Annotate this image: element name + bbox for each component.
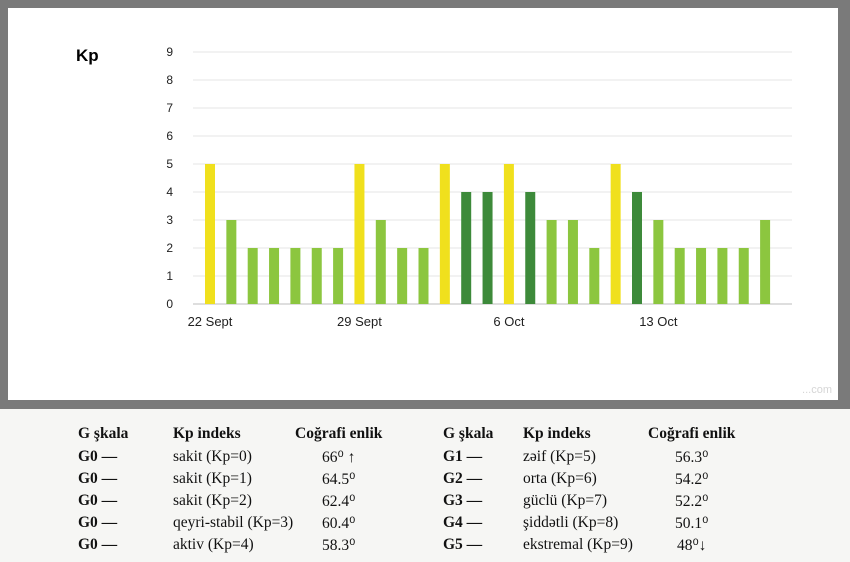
kp-description: zəif (Kp=5) [523, 448, 596, 465]
y-tick-label: 6 [166, 129, 173, 143]
legend-row: G4 — şiddətli (Kp=8) 50.1⁰ [443, 512, 735, 534]
bar [674, 248, 685, 304]
bar [482, 192, 493, 304]
y-tick-label: 4 [166, 185, 173, 199]
x-tick-label: 22 Sept [188, 314, 233, 329]
bar [418, 248, 429, 304]
bar [226, 220, 237, 304]
legend-header-row: G şkala Kp indeks Coğrafi enlik [78, 423, 382, 446]
bar [205, 164, 215, 304]
bar [653, 220, 664, 304]
y-tick-label: 8 [166, 73, 173, 87]
header-g-scale: G şkala [78, 425, 129, 442]
latitude-value: 62.4⁰ [322, 492, 356, 510]
latitude-value: 56.3⁰ [675, 448, 709, 466]
kp-description: aktiv (Kp=4) [173, 536, 254, 553]
g-level: G0 — [78, 514, 118, 531]
g-level: G0 — [78, 492, 118, 509]
legend-row: G5 — ekstremal (Kp=9) 48⁰↓ [443, 534, 735, 556]
x-tick-label: 6 Oct [493, 314, 524, 329]
x-tick-label: 13 Oct [639, 314, 678, 329]
bar [632, 192, 642, 304]
bar [461, 192, 472, 304]
kp-bar-chart: 0 1 2 3 4 5 6 7 8 9 22 Sept 29 Sept 6 Oct 13 Oct [166, 45, 792, 329]
kp-description: orta (Kp=6) [523, 470, 597, 487]
kp-description: şiddətli (Kp=8) [523, 514, 619, 531]
kp-description: güclü (Kp=7) [523, 492, 608, 509]
latitude-value: 48⁰↓ [676, 536, 707, 554]
bar [311, 248, 322, 304]
g-level: G0 — [78, 448, 118, 465]
header-kp-index: Kp indeks [173, 425, 241, 442]
legend-table-left: G şkala Kp indeks Coğrafi enlik G0 — saki… [78, 423, 382, 556]
bar [525, 192, 536, 304]
latitude-value: 54.2⁰ [675, 470, 709, 488]
kp-description: ekstremal (Kp=9) [523, 536, 633, 553]
g-level: G3 — [443, 492, 483, 509]
legend-table-right: G şkala Kp indeks Coğrafi enlik G1 — zəif… [443, 423, 735, 556]
latitude-value: 58.3⁰ [322, 536, 356, 554]
g-level: G0 — [78, 470, 118, 487]
bar [567, 220, 578, 304]
g-scale-legend: G şkala Kp indeks Coğrafi enlik G0 — saki… [0, 409, 850, 562]
header-kp-index: Kp indeks [523, 425, 591, 442]
kp-description: sakit (Kp=0) [173, 448, 252, 465]
chart-panel: 0 1 2 3 4 5 6 7 8 9 22 Sept 29 Sept 6 Oct 13 Oct Kp .… [8, 8, 838, 400]
watermark: ...com [802, 384, 832, 396]
legend-row: G0 — qeyri-stabil (Kp=3) 60.4⁰ [78, 512, 382, 534]
bar [269, 248, 280, 304]
header-latitude: Coğrafi enlik [648, 425, 736, 442]
bar [375, 220, 386, 304]
bar [439, 164, 450, 304]
latitude-value: 60.4⁰ [322, 514, 356, 532]
y-tick-label: 2 [166, 241, 173, 255]
y-tick-label: 9 [166, 45, 173, 59]
kp-description: sakit (Kp=1) [173, 470, 252, 487]
g-level: G5 — [443, 536, 483, 553]
y-tick-label: 5 [166, 157, 173, 171]
bar [717, 248, 728, 304]
bar [589, 248, 600, 304]
bar [397, 248, 408, 304]
header-latitude: Coğrafi enlik [295, 425, 383, 442]
latitude-value: 64.5⁰ [322, 470, 356, 488]
kp-description: qeyri-stabil (Kp=3) [173, 514, 294, 531]
x-tick-label: 29 Sept [337, 314, 382, 329]
bar [333, 248, 344, 304]
legend-row: G0 — aktiv (Kp=4) 58.3⁰ [78, 534, 382, 556]
legend-row: G3 — güclü (Kp=7) 52.2⁰ [443, 490, 735, 512]
kp-description: sakit (Kp=2) [173, 492, 252, 509]
bar [247, 248, 258, 304]
legend-row: G0 — sakit (Kp=0) 66⁰ ↑ [78, 446, 382, 468]
g-level: G1 — [443, 448, 483, 465]
g-level: G0 — [78, 536, 118, 553]
legend-row: G0 — sakit (Kp=2) 62.4⁰ [78, 490, 382, 512]
latitude-value: 52.2⁰ [675, 492, 709, 510]
y-tick-label: 3 [166, 213, 173, 227]
header-g-scale: G şkala [443, 425, 494, 442]
y-axis-title: Kp [76, 46, 99, 65]
g-level: G2 — [443, 470, 483, 487]
g-level: G4 — [443, 514, 483, 531]
bar [696, 248, 707, 304]
bar [546, 220, 557, 304]
legend-header-row: G şkala Kp indeks Coğrafi enlik [443, 423, 735, 446]
bar [503, 164, 514, 304]
legend-row: G1 — zəif (Kp=5) 56.3⁰ [443, 446, 735, 468]
bar [290, 248, 301, 304]
y-tick-label: 1 [166, 269, 173, 283]
legend-row: G0 — sakit (Kp=1) 64.5⁰ [78, 468, 382, 490]
y-tick-label: 0 [166, 297, 173, 311]
bar [610, 164, 621, 304]
bar [354, 164, 365, 304]
latitude-value: 66⁰ ↑ [322, 448, 356, 466]
bar [738, 248, 749, 304]
bar [760, 220, 771, 304]
latitude-value: 50.1⁰ [675, 514, 709, 532]
y-tick-label: 7 [166, 101, 173, 115]
legend-row: G2 — orta (Kp=6) 54.2⁰ [443, 468, 735, 490]
